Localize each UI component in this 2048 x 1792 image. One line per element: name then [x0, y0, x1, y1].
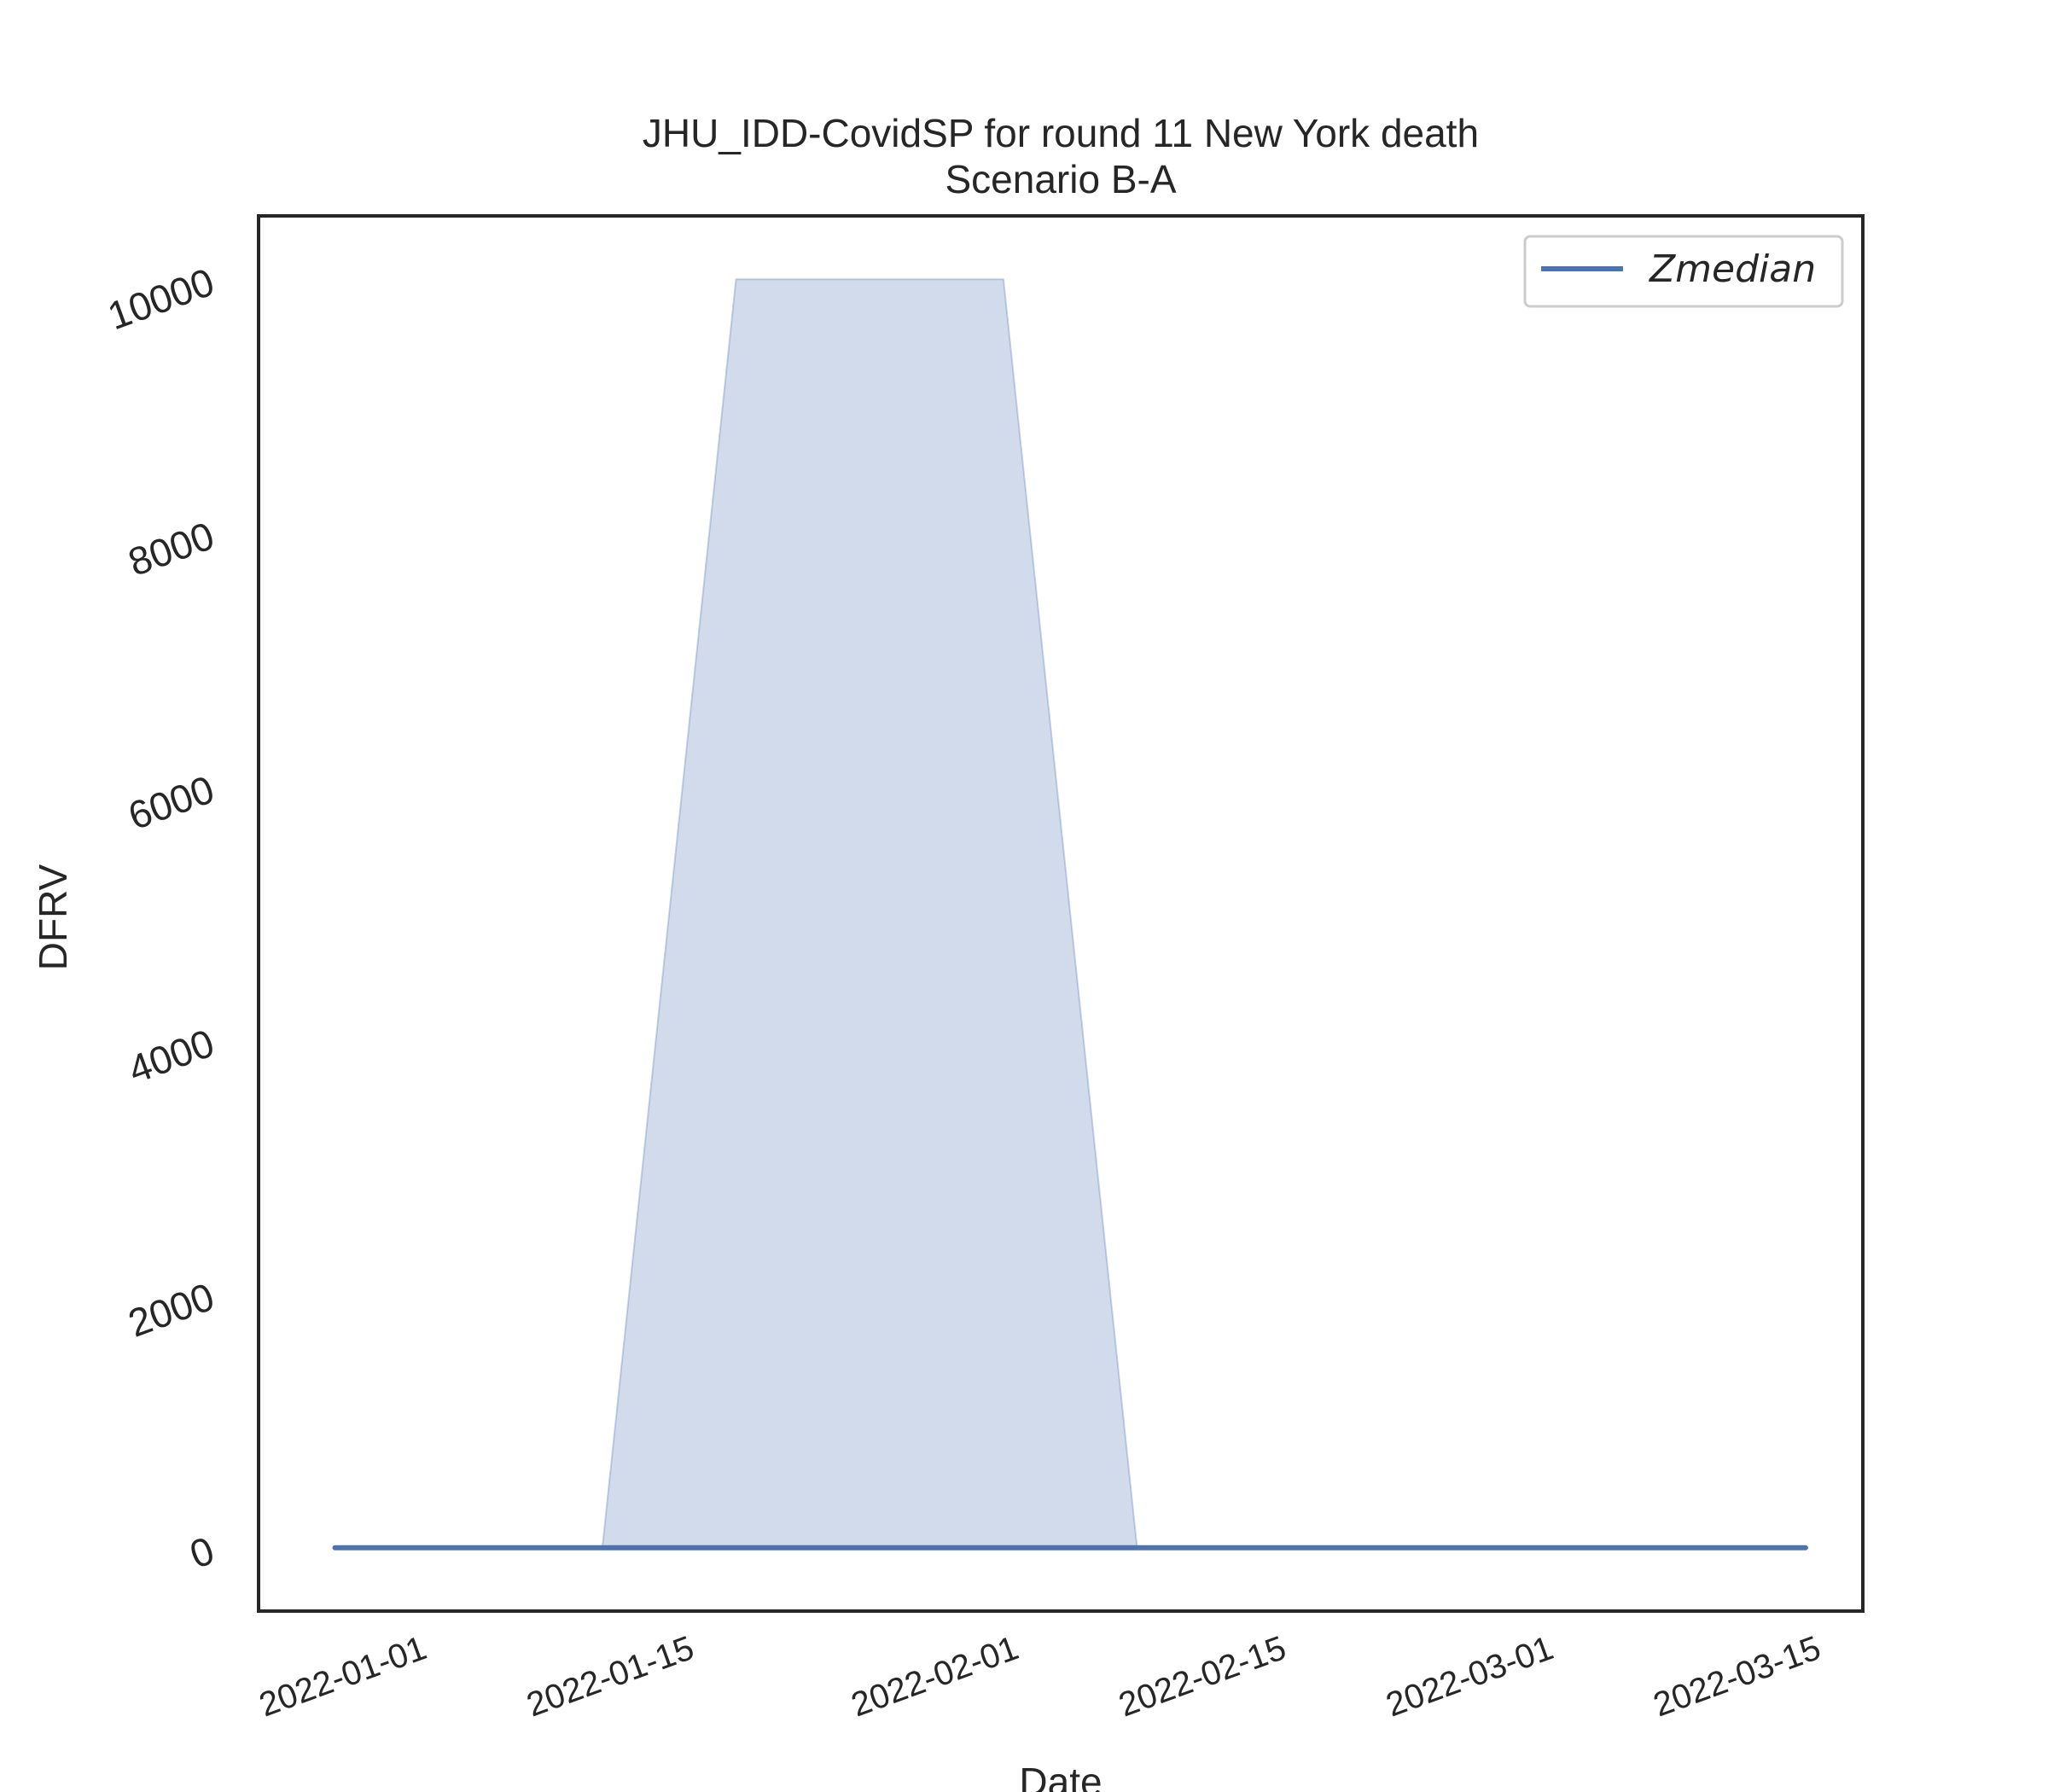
confidence-band: [335, 278, 1806, 1549]
x-tick-label: 2022-02-15: [1114, 1629, 1290, 1724]
y-axis: 0 2000 4000 6000 8000 10000: [102, 259, 219, 1577]
chart-title: JHU_IDD-CovidSP for round 11 New York de…: [643, 111, 1479, 155]
y-tick-label: 8000: [122, 513, 219, 585]
y-axis-label: DFRV: [31, 864, 75, 970]
legend-label-zmedian: Zmedian: [1649, 247, 1816, 291]
x-axis-label: Date: [1019, 1760, 1102, 1792]
y-tick-label: 0: [184, 1527, 220, 1577]
y-tick-label: 2000: [122, 1274, 219, 1346]
x-axis: 2022-01-01 2022-01-15 2022-02-01 2022-02-15…: [254, 1629, 1825, 1724]
plot-area: [332, 278, 1808, 1551]
y-tick-label: 10000: [102, 259, 219, 339]
x-tick-label: 2022-03-01: [1382, 1629, 1558, 1724]
y-tick-label: 4000: [122, 1021, 219, 1092]
y-tick-label: 6000: [122, 766, 219, 838]
x-tick-label: 2022-01-01: [254, 1629, 431, 1724]
chart-subtitle: Scenario B-A: [945, 157, 1176, 201]
legend: Zmedian: [1523, 235, 1844, 308]
legend-box: [1523, 235, 1844, 308]
plot-frame: [257, 214, 1865, 1613]
x-tick-label: 2022-03-15: [1649, 1629, 1825, 1724]
x-tick-label: 2022-02-01: [847, 1629, 1023, 1724]
x-tick-label: 2022-01-15: [522, 1629, 699, 1724]
